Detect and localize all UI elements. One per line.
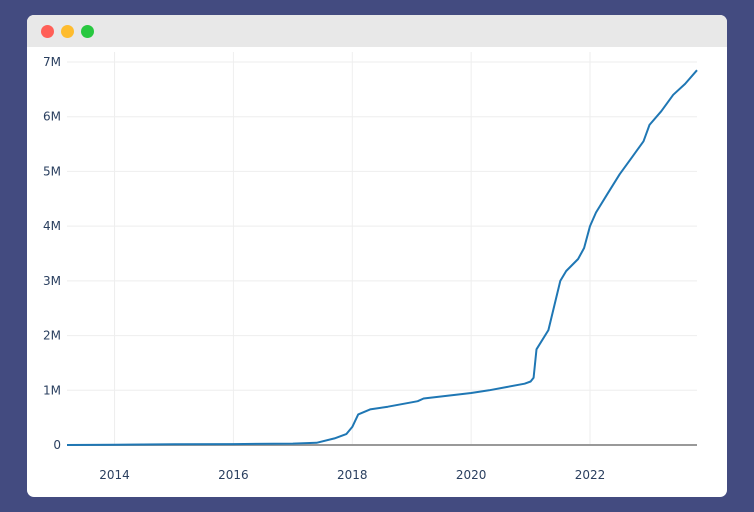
title-bar bbox=[27, 15, 727, 47]
x-tick-label: 2014 bbox=[99, 468, 130, 482]
browser-window: 2014 2016 2018 2020 2022 0 1M 2M 3M 4M 5M 6M 7M bbox=[27, 15, 727, 497]
x-tick-label: 2016 bbox=[218, 468, 249, 482]
x-tick-label: 2018 bbox=[337, 468, 368, 482]
y-tick-label: 6M bbox=[43, 110, 61, 124]
close-button[interactable] bbox=[41, 25, 54, 38]
maximize-button[interactable] bbox=[81, 25, 94, 38]
y-tick-label: 5M bbox=[43, 164, 61, 178]
line-chart: 2014 2016 2018 2020 2022 0 1M 2M 3M 4M 5M 6M 7M bbox=[43, 52, 698, 482]
y-tick-label: 0 bbox=[53, 438, 61, 452]
y-tick-label: 1M bbox=[43, 383, 61, 397]
y-tick-label: 3M bbox=[43, 274, 61, 288]
minimize-button[interactable] bbox=[61, 25, 74, 38]
x-tick-label: 2020 bbox=[456, 468, 487, 482]
y-tick-label: 4M bbox=[43, 219, 61, 233]
x-tick-label: 2022 bbox=[575, 468, 606, 482]
data-line bbox=[66, 69, 698, 446]
y-tick-label: 7M bbox=[43, 55, 61, 69]
y-tick-label: 2M bbox=[43, 329, 61, 343]
